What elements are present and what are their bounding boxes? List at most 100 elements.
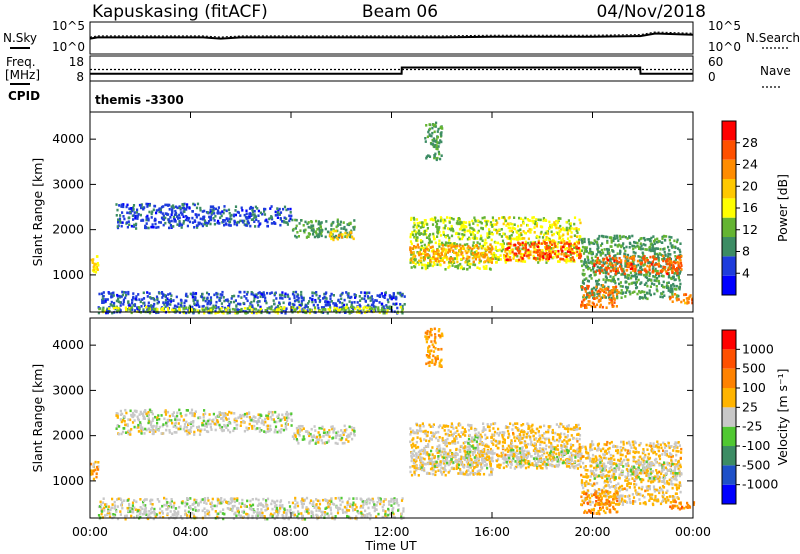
scatter-cell [612,239,615,243]
scatter-cell [252,311,255,315]
scatter-cell [650,263,653,266]
scatter-cell [662,254,665,258]
scatter-cell [444,243,447,247]
scatter-cell [452,260,455,264]
scatter-cell [354,508,357,511]
scatter-cell [644,243,647,247]
scatter-cell [219,216,222,220]
scatter-cell [594,288,597,292]
scatter-cell [385,304,388,307]
scatter-cell [217,498,220,501]
scatter-cell [666,259,669,263]
scatter-cell [420,232,423,235]
scatter-cell [325,506,328,510]
scatter-cell [585,264,588,267]
scatter-cell [443,254,446,258]
scatter-cell [679,266,682,269]
scatter-cell [413,229,416,232]
scatter-cell [166,512,169,515]
scatter-cell [572,258,575,262]
scatter-cell [488,260,491,263]
scatter-cell [93,264,96,267]
scatter-cell [366,295,369,298]
scatter-cell [236,507,239,511]
scatter-cell [556,245,559,249]
scatter-cell [488,230,491,233]
scatter-cell [264,296,267,300]
scatter-cell [321,498,325,502]
scatter-cell [635,272,638,275]
scatter-cell [366,306,369,309]
scatter-cell [179,206,182,210]
scatter-cell [519,255,522,259]
scatter-cell [666,272,669,276]
scatter-cell [201,224,204,228]
scatter-cell [249,205,253,209]
scatter-cell [203,311,206,315]
scatter-cell [297,297,300,300]
scatter-cell [610,265,613,269]
scatter-cell [347,233,350,237]
scatter-cell [483,267,486,270]
scatter-cell [181,212,184,216]
scatter-cell [559,229,562,233]
scatter-cell [140,206,143,210]
scatter-cell [617,290,620,294]
scatter-cell [648,292,651,295]
scatter-cell [253,297,256,300]
scatter-cell [364,500,367,503]
scatter-cell [271,499,274,503]
scatter-cell [630,262,633,266]
scatter-cell [193,515,196,518]
scatter-cell [511,226,514,229]
scatter-cell [330,512,333,515]
scatter-cell [439,139,442,142]
scatter-cell [390,295,394,299]
scatter-cell [642,264,645,267]
scatter-cell [172,215,175,219]
scatter-cell [103,300,106,304]
scatter-cell [462,220,465,224]
scatter-cell [160,205,164,209]
scatter-cell [438,230,441,234]
scatter-cell [597,246,600,249]
scatter-cell [218,222,221,225]
scatter-cell [539,225,542,228]
scatter-cell [257,300,260,303]
scatter-cell [638,239,641,242]
scatter-cell [599,253,602,256]
scatter-cell [471,256,474,260]
scatter-cell [437,254,440,258]
scatter-cell [243,290,246,294]
scatter-cell [163,503,166,507]
scatter-cell [250,311,254,314]
scatter-cell [580,305,583,308]
scatter-cell [163,496,166,500]
scatter-cell [569,229,572,232]
scatter-cell [415,236,418,239]
scatter-cell [564,252,567,255]
scatter-cell [113,515,116,518]
scatter-cell [432,218,435,222]
scatter-cell [677,261,680,265]
scatter-cell [126,506,129,510]
scatter-cell [222,311,225,315]
scatter-cell [629,264,632,267]
scatter-cell [95,266,99,269]
scatter-cell [409,235,412,239]
noise-panel: N.Sky 10^5 10^0 10^5 10^0 N.Search [3,19,800,55]
scatter-cell [424,250,427,253]
scatter-cell [94,460,97,464]
scatter-cell [139,423,142,426]
scatter-cell [239,303,242,306]
scatter-cell [651,269,655,273]
scatter-cell [340,496,343,500]
scatter-cell [174,418,177,421]
scatter-cell [536,257,539,260]
scatter-cell [584,306,587,309]
scatter-cell [204,308,207,311]
scatter-cell [533,250,536,254]
scatter-cell [178,418,181,422]
scatter-cell [644,260,647,264]
scatter-cell [474,255,477,258]
